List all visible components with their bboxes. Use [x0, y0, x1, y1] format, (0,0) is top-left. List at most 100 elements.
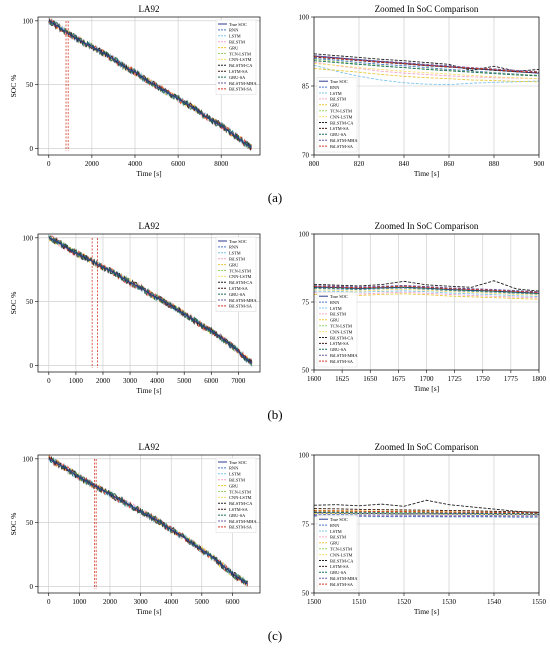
series-line: [314, 513, 539, 516]
x-tick-label: 800: [309, 160, 320, 168]
x-tick-label: 1000: [72, 598, 87, 606]
y-tick-label: 50: [302, 367, 310, 375]
y-tick-label: 50: [26, 519, 34, 527]
legend-label: GRU: [330, 318, 340, 323]
series-line: [314, 499, 539, 513]
legend-label: CNN-LSTM: [229, 495, 252, 500]
legend-label: BiLSTM: [229, 40, 245, 45]
legend-label: LSTM: [229, 251, 241, 256]
x-tick-label: 2000: [96, 377, 111, 385]
legend-label: True SOC: [229, 239, 247, 244]
legend-label: BiLSTM: [229, 478, 245, 483]
x-tick-label: 0: [47, 160, 51, 168]
x-tick-label: 6000: [171, 160, 186, 168]
x-tick-label: 5000: [195, 598, 210, 606]
y-tick-label: 100: [299, 452, 310, 460]
legend-label: BiLSTM-MHA: [229, 298, 257, 303]
legend-label: True SOC: [229, 22, 247, 27]
y-tick-label: 75: [302, 521, 310, 529]
legend-label: GRU-SA: [229, 292, 246, 297]
legend-label: CNN-LSTM: [229, 274, 252, 279]
legend-label: CNN-LSTM: [330, 552, 353, 557]
series-line: [48, 20, 252, 149]
chart-panel-2: 800 820 840 860 880 900 70 85 100 Zoomed In SoC C…: [299, 4, 545, 178]
chart-title: LA92: [139, 4, 160, 14]
legend-label: LSTM-SA: [229, 69, 249, 74]
legend-label: RNN: [229, 28, 239, 33]
x-tick-label: 3000: [134, 598, 149, 606]
chart-title: Zoomed In SoC Comparison: [375, 4, 479, 14]
legend-label: BiLSTM-CA: [229, 63, 253, 68]
legend-label: True SOC: [229, 460, 247, 465]
series-group: [48, 455, 249, 587]
series-line: [48, 20, 252, 148]
plot-frame: [313, 16, 540, 156]
y-axis-label: SOC %: [9, 75, 18, 98]
plot-frame: [37, 454, 261, 594]
x-tick-label: 7000: [231, 377, 246, 385]
legend-label: GRU-SA: [330, 570, 347, 575]
legend-label: BiLSTM-CA: [330, 120, 354, 125]
legend-label: BiLSTM-MHA: [229, 81, 257, 86]
legend-label: BiLSTM: [330, 312, 346, 317]
y-axis-label: SOC %: [9, 292, 18, 315]
x-axis-label: Time [s]: [414, 169, 439, 178]
legend-label: BiLSTM-SA: [229, 525, 253, 530]
legend-label: RNN: [229, 466, 239, 471]
legend-label: LSTM-SA: [229, 286, 249, 291]
legend-label: True SOC: [330, 294, 348, 299]
x-axis-label: Time [s]: [136, 169, 161, 178]
series-line: [48, 237, 253, 364]
series-line: [314, 509, 539, 514]
legend-label: LSTM-SA: [330, 341, 350, 346]
legend-label: TCN-LSTM: [229, 51, 251, 56]
y-tick-label: 0: [30, 583, 34, 591]
x-tick-label: 1000: [69, 377, 84, 385]
legend-box: [215, 19, 257, 96]
legend-label: GRU-SA: [229, 513, 246, 518]
legend-label: RNN: [330, 523, 340, 528]
x-tick-label: 4000: [150, 377, 165, 385]
legend-label: TCN-LSTM: [330, 547, 352, 552]
legend-label: True SOC: [330, 79, 348, 84]
legend-label: GRU-SA: [229, 75, 246, 80]
x-tick-label: 1500: [307, 598, 322, 606]
legend-label: LSTM: [229, 34, 241, 39]
y-tick-label: 50: [26, 298, 34, 306]
legend-box: [316, 515, 358, 591]
chart-panel-4: 1600 1625 1650 1675 1700 1725 1750 1775 1800 50 75…: [299, 221, 547, 393]
legend: True SOCRNNLSTMBiLSTMGRUTCN-LSTMCNN-LSTM…: [316, 515, 358, 591]
legend-box: [215, 236, 257, 313]
x-tick-label: 1750: [476, 375, 491, 383]
series-group: [314, 53, 539, 86]
series-line: [314, 513, 539, 517]
series-line: [314, 61, 539, 80]
x-tick-label: 1520: [397, 598, 412, 606]
legend-label: TCN-LSTM: [229, 489, 251, 494]
x-tick-label: 0: [47, 598, 51, 606]
legend-label: BiLSTM: [330, 535, 346, 540]
legend-label: GRU: [229, 45, 239, 50]
x-tick-label: 1550: [532, 598, 547, 606]
x-tick-label: 1530: [442, 598, 457, 606]
series-line: [314, 280, 539, 292]
legend-label: LSTM: [330, 529, 342, 534]
legend-label: LSTM: [330, 306, 342, 311]
y-tick-label: 100: [299, 231, 310, 239]
chart-title: LA92: [139, 442, 160, 452]
legend-label: LSTM-SA: [229, 507, 249, 512]
series-line: [314, 63, 539, 80]
plot-frame: [313, 233, 540, 371]
series-line: [314, 508, 539, 513]
plot-frame: [37, 233, 261, 373]
legend-label: True SOC: [330, 517, 348, 522]
y-tick-label: 75: [302, 299, 310, 307]
legend: True SOCRNNLSTMBiLSTMGRUTCN-LSTMCNN-LSTM…: [215, 236, 257, 313]
series-line: [314, 286, 539, 295]
chart-panel-6: 1500 1510 1520 1530 1540 1550 50 75 100 Zoomed In…: [299, 442, 547, 616]
subfigure-label-c: (c): [267, 628, 283, 643]
series-line: [314, 511, 539, 515]
series-line: [314, 288, 539, 296]
legend-box: [316, 76, 358, 153]
legend: True SOCRNNLSTMBiLSTMGRUTCN-LSTMCNN-LSTM…: [215, 19, 257, 96]
